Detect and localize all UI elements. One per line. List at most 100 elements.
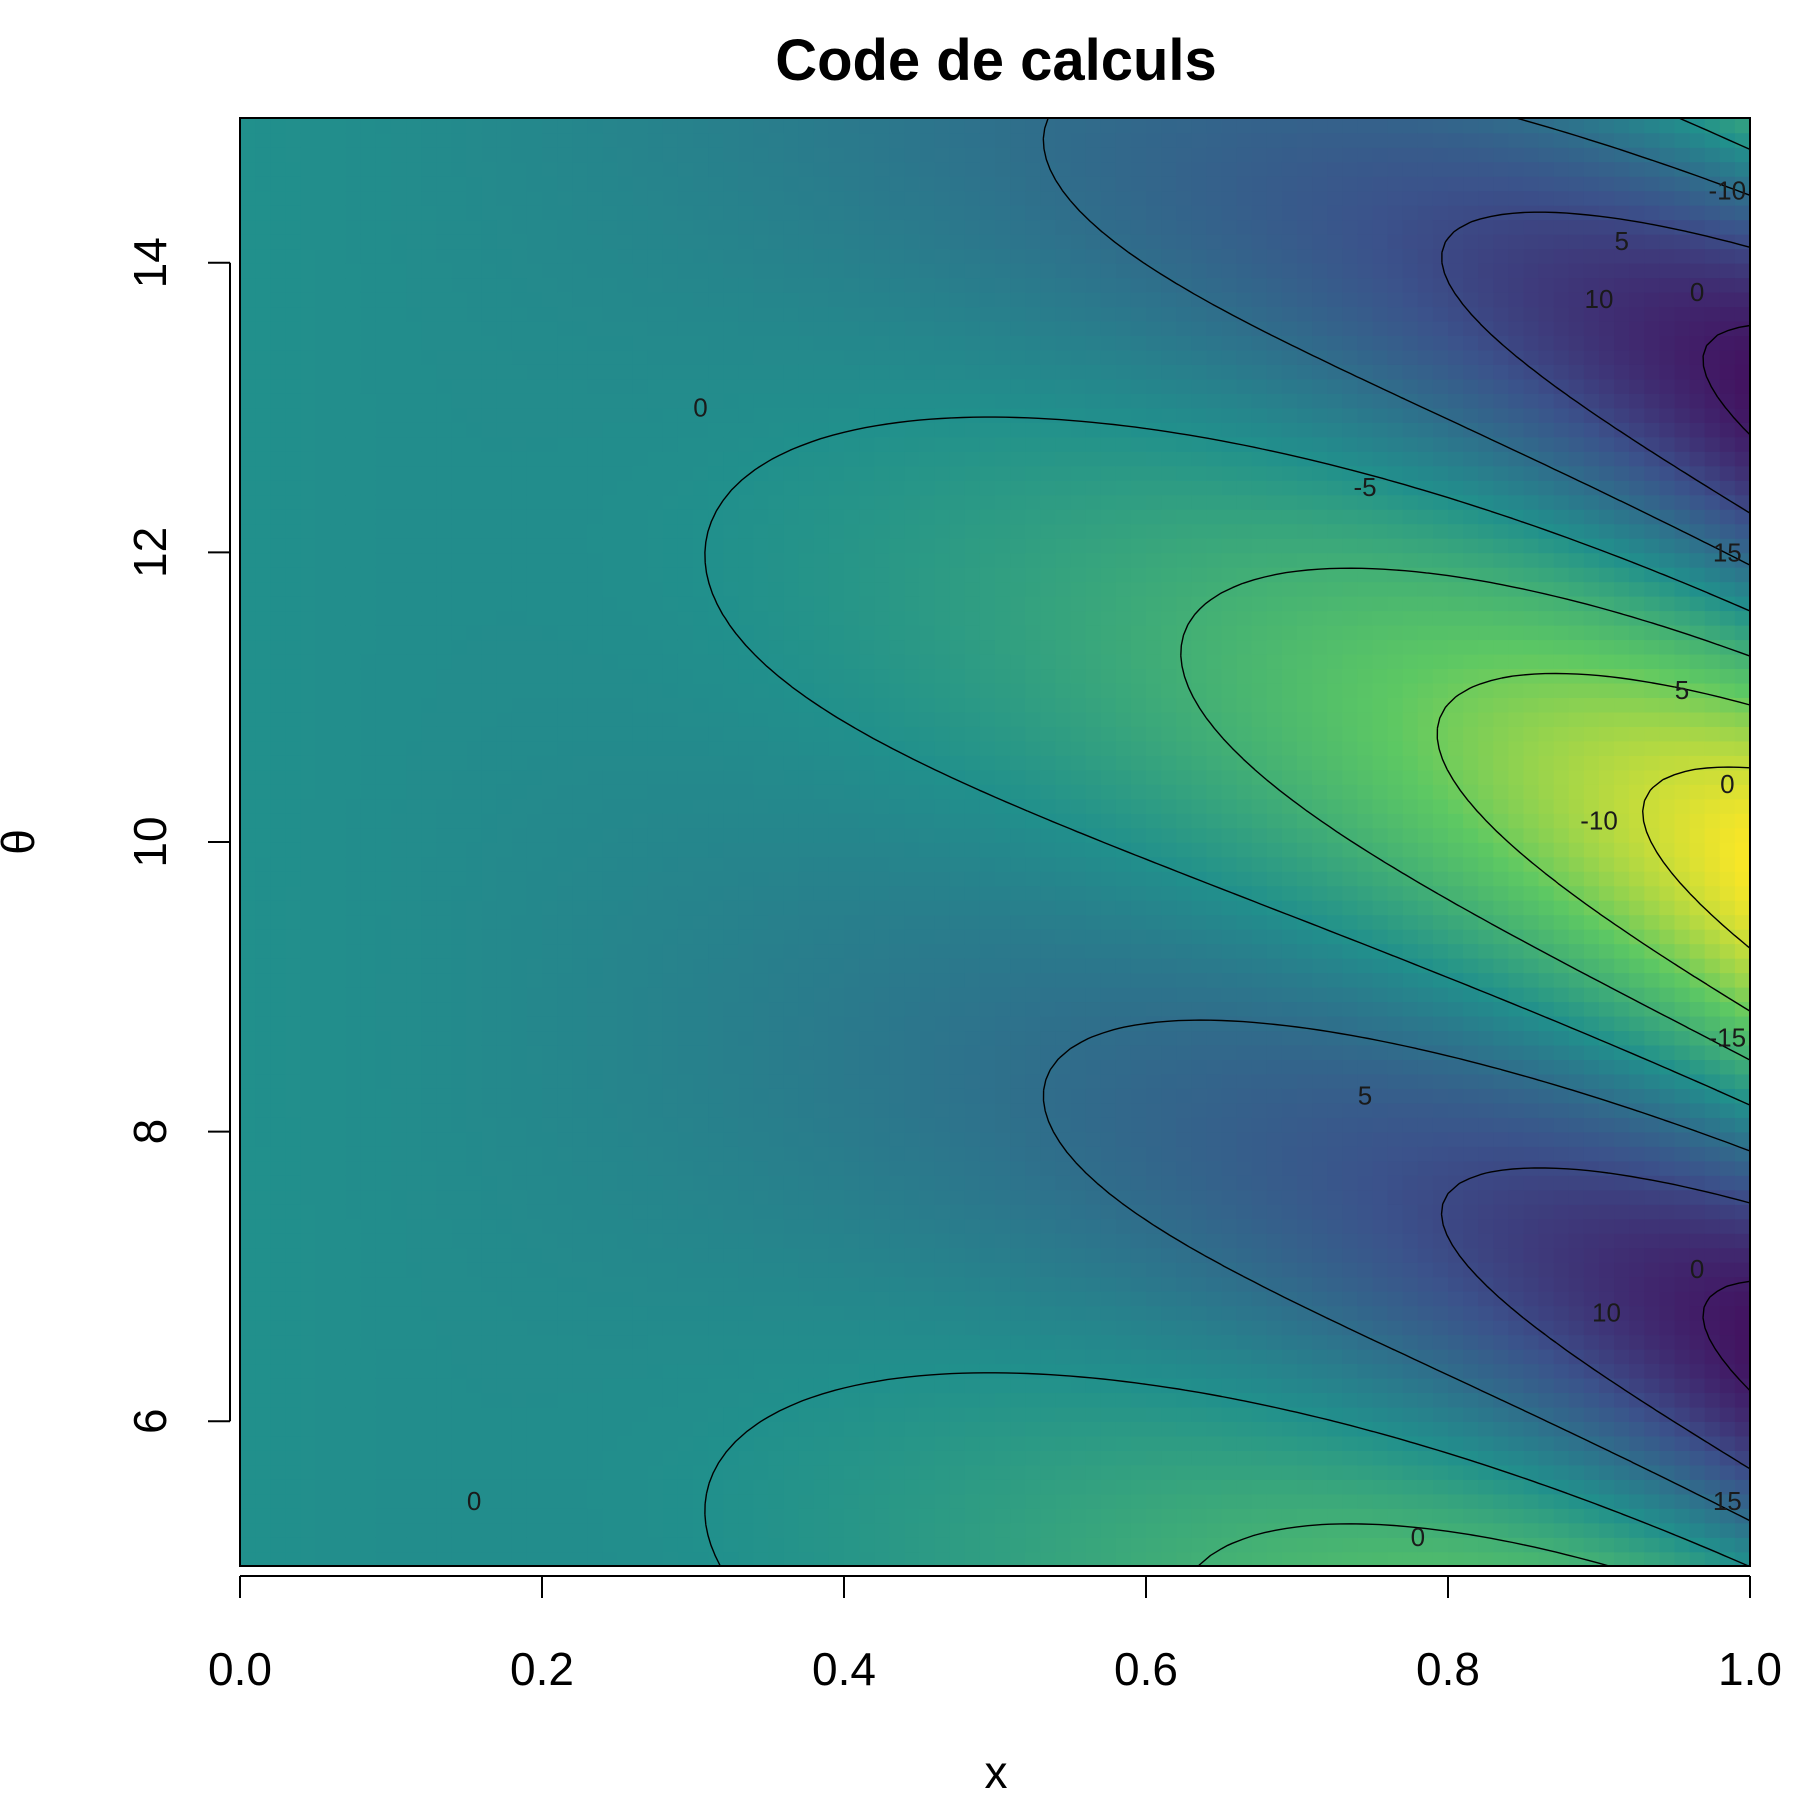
heatmap-cell [436, 566, 453, 583]
heatmap-cell [844, 118, 860, 134]
heatmap-cell [647, 1522, 664, 1538]
heatmap-cell [662, 986, 679, 1003]
heatmap-cell [300, 856, 317, 872]
heatmap-cell [964, 610, 981, 626]
heatmap-cell [345, 986, 362, 1003]
heatmap-cell [557, 277, 573, 293]
heatmap-cell [783, 769, 800, 785]
heatmap-cell [345, 132, 362, 148]
heatmap-cell [315, 1146, 332, 1162]
heatmap-cell [677, 190, 694, 206]
heatmap-cell [587, 856, 604, 872]
heatmap-cell [889, 320, 906, 336]
heatmap-cell [949, 827, 966, 843]
heatmap-cell [949, 451, 966, 467]
heatmap-cell [406, 885, 422, 901]
heatmap-cell [406, 1421, 422, 1437]
heatmap-cell [979, 378, 996, 394]
heatmap-cell [738, 1464, 755, 1480]
heatmap-cell [511, 1479, 528, 1495]
heatmap-cell [662, 769, 679, 785]
heatmap-cell [360, 161, 377, 177]
heatmap-cell [662, 1276, 679, 1292]
heatmap-cell [451, 595, 468, 612]
heatmap-cell [723, 219, 740, 235]
heatmap-cell [481, 335, 498, 351]
heatmap-cell [813, 291, 830, 308]
heatmap-cell [436, 856, 453, 872]
heatmap-cell [647, 1232, 664, 1249]
heatmap-cell [859, 1348, 875, 1365]
heatmap-cell [526, 1551, 543, 1567]
heatmap-cell [964, 1102, 981, 1118]
heatmap-cell [240, 1334, 256, 1350]
heatmap-cell [859, 813, 875, 829]
heatmap-cell [798, 668, 815, 684]
heatmap-cell [708, 436, 724, 452]
heatmap-cell [345, 407, 362, 423]
heatmap-cell [270, 1030, 287, 1046]
heatmap-cell [949, 537, 966, 554]
heatmap-cell [934, 1015, 951, 1032]
heatmap-cell [511, 1464, 528, 1480]
heatmap-cell [662, 161, 679, 177]
heatmap-cell [345, 711, 362, 727]
heatmap-cell [481, 856, 498, 872]
heatmap-cell [662, 639, 679, 655]
heatmap-cell [330, 378, 347, 394]
heatmap-cell [783, 1377, 800, 1394]
heatmap-cell [511, 306, 528, 322]
heatmap-cell [964, 349, 981, 365]
heatmap-cell [708, 393, 724, 409]
heatmap-cell [874, 364, 891, 380]
heatmap-cell [874, 1464, 891, 1480]
heatmap-cell [859, 842, 875, 858]
heatmap-cell [662, 320, 679, 336]
heatmap-cell [693, 422, 709, 438]
heatmap-cell [934, 943, 951, 959]
heatmap-cell [557, 986, 573, 1003]
heatmap-cell [798, 1493, 815, 1509]
heatmap-cell [572, 755, 589, 771]
heatmap-cell [406, 508, 422, 525]
heatmap-cell [979, 769, 996, 785]
heatmap-cell [436, 798, 453, 814]
heatmap-cell [436, 1044, 453, 1060]
heatmap-cell [708, 407, 724, 423]
heatmap-cell [647, 711, 664, 727]
heatmap-cell [360, 393, 377, 409]
heatmap-cell [677, 494, 694, 510]
heatmap-cell [315, 175, 332, 192]
heatmap-cell [753, 146, 770, 163]
heatmap-cell [270, 175, 287, 192]
heatmap-cell [768, 190, 785, 206]
heatmap-cell [662, 1073, 679, 1089]
heatmap-cell [526, 1435, 543, 1451]
heatmap-cell [360, 639, 377, 655]
heatmap-cell [979, 885, 996, 901]
heatmap-cell [859, 928, 875, 945]
heatmap-cell [572, 1450, 589, 1466]
heatmap-cell [391, 899, 407, 916]
heatmap-cell [255, 668, 271, 684]
heatmap-cell [647, 842, 664, 858]
heatmap-cell [708, 1290, 724, 1307]
heatmap-cell [557, 1218, 573, 1234]
heatmap-cell [934, 755, 951, 771]
heatmap-cell [421, 132, 438, 148]
heatmap-cell [511, 697, 528, 713]
heatmap-cell [874, 1319, 891, 1336]
heatmap-cell [436, 1348, 453, 1365]
heatmap-cell [240, 697, 256, 713]
heatmap-cell [723, 1305, 740, 1321]
heatmap-cell [979, 277, 996, 293]
heatmap-cell [859, 1175, 875, 1191]
heatmap-cell [542, 986, 558, 1003]
heatmap-cell [496, 1001, 513, 1017]
heatmap-cell [602, 755, 619, 771]
heatmap-cell [481, 1160, 498, 1176]
heatmap-cell [496, 1015, 513, 1032]
heatmap-cell [481, 1363, 498, 1379]
heatmap-cell [662, 451, 679, 467]
heatmap-cell [738, 204, 755, 221]
